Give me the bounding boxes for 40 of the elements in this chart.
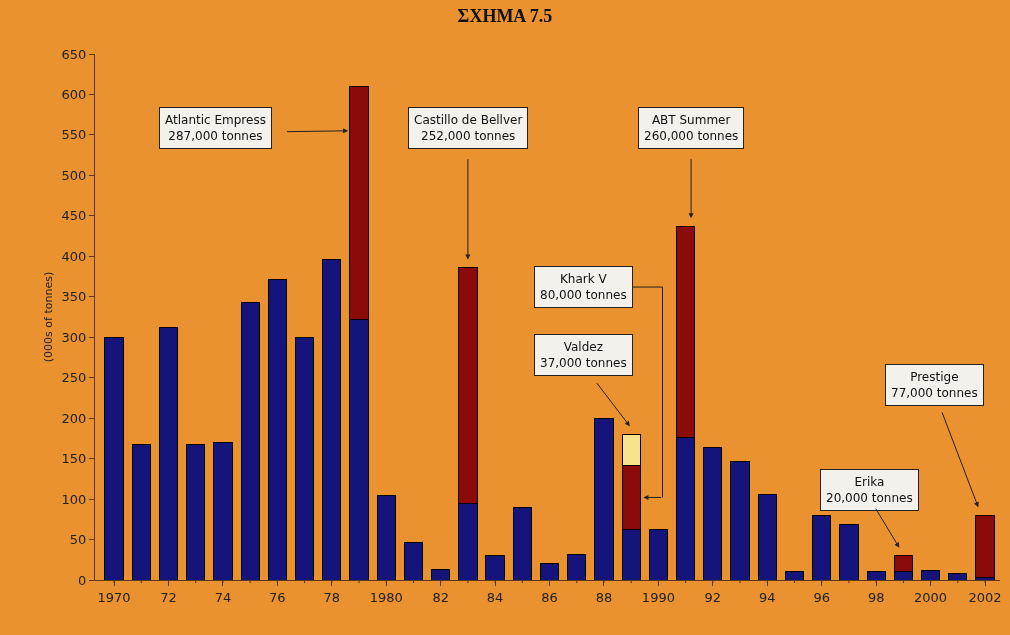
annotation: Castillo de Bellver 252,000 tonnes [414, 113, 523, 143]
x-tick-label: 2002 [968, 589, 1002, 605]
annotation: Erika 20,000 tonnes [826, 475, 913, 505]
annotation: Valdez 37,000 tonnes [540, 340, 627, 370]
x-tick-label: 72 [160, 589, 177, 605]
y-tick-label: 650 [61, 46, 87, 62]
x-tick-label: 98 [867, 589, 885, 605]
x-tick-label: 84 [486, 589, 504, 605]
annotation: Atlantic Empress 287,000 tonnes [165, 113, 266, 143]
x-tick-label: 2000 [914, 589, 948, 605]
x-tick-label: 1990 [641, 589, 675, 605]
x-tick-label: 94 [759, 589, 776, 605]
y-tick-label: 550 [61, 127, 87, 143]
y-tick-label: 200 [61, 410, 87, 426]
y-tick-label: 0 [78, 572, 87, 588]
y-tick-label: 450 [61, 208, 87, 224]
x-tick-label: 78 [323, 589, 341, 605]
x-tick-label: 74 [214, 589, 232, 605]
x-tick-label: 88 [595, 589, 613, 605]
y-tick-label: 350 [61, 289, 87, 305]
chart-title: ΣΧΗΜΑ 7.5 [457, 6, 553, 27]
x-tick-label: 76 [269, 589, 286, 605]
y-tick-label: 600 [61, 87, 87, 103]
y-tick-label: 400 [61, 248, 87, 264]
x-tick-label: 92 [704, 589, 722, 605]
y-tick-label: 500 [61, 167, 87, 183]
y-tick-label: 150 [61, 451, 87, 467]
y-tick-label: 300 [61, 329, 87, 345]
annotation: Prestige 77,000 tonnes [891, 370, 978, 400]
x-tick-label: 86 [541, 589, 558, 605]
y-tick-label: 50 [69, 532, 87, 548]
y-axis-title: (000s of tonnes) [42, 271, 56, 363]
annotation: Khark V 80,000 tonnes [540, 272, 627, 302]
annotation: ABT Summer 260,000 tonnes [644, 113, 739, 143]
y-tick-label: 100 [61, 491, 87, 507]
x-tick-label: 1970 [97, 589, 131, 605]
x-tick-label: 96 [813, 589, 830, 605]
y-tick-label: 250 [61, 370, 87, 386]
x-tick-label: 1980 [369, 589, 403, 605]
x-tick-label: 82 [432, 589, 449, 605]
